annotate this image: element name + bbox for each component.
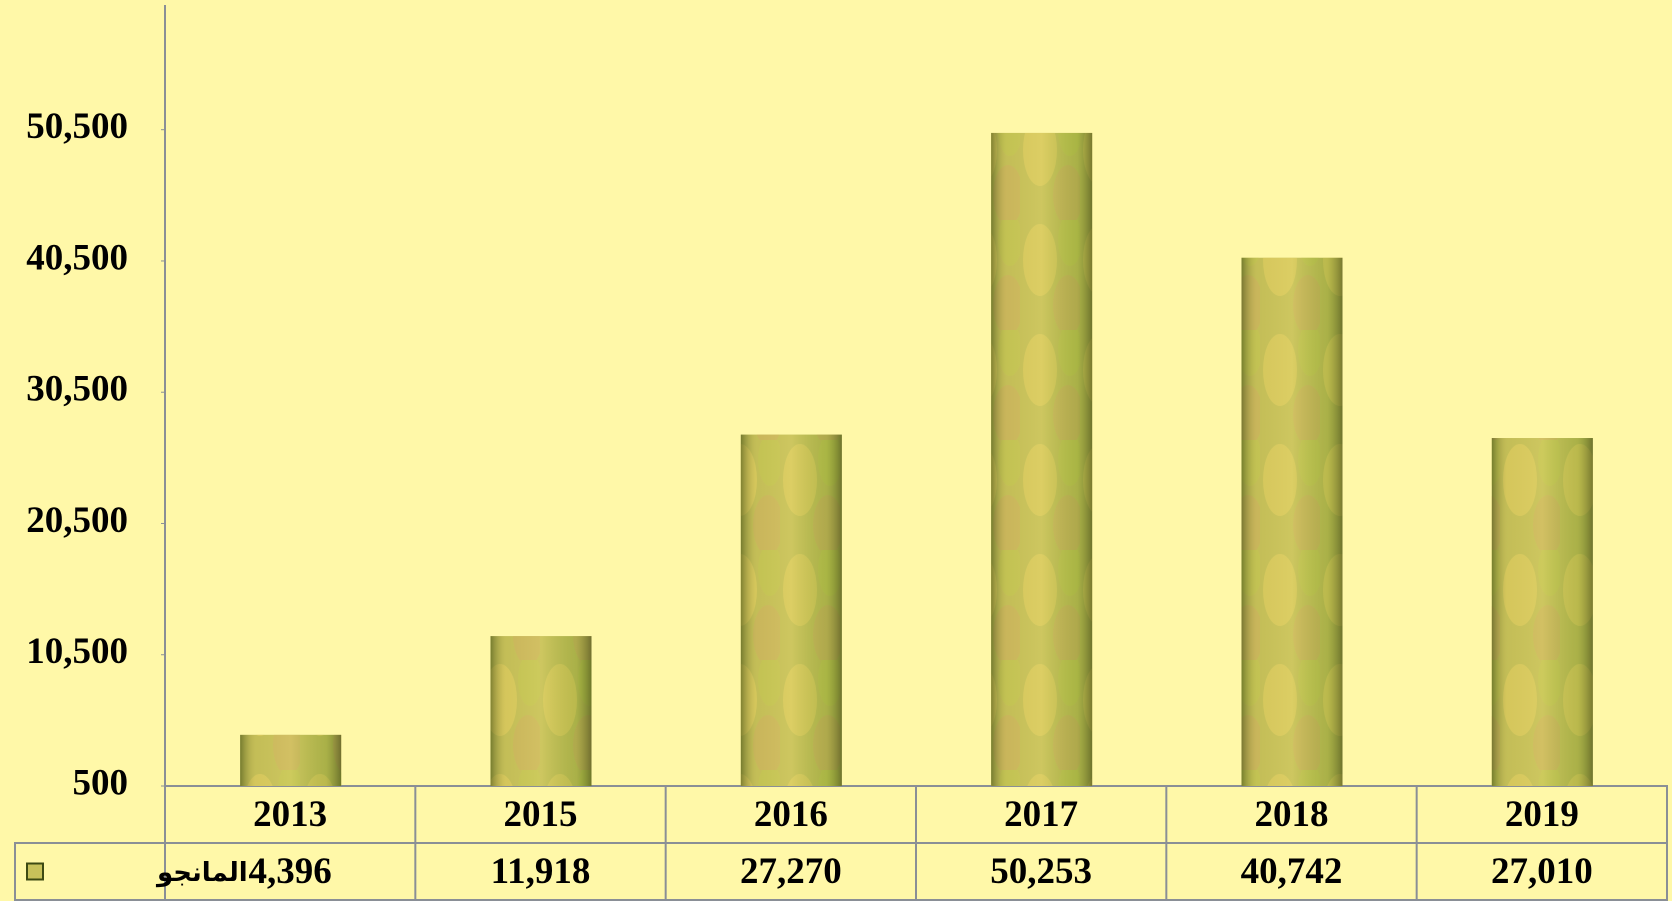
- bar-shade: [1241, 257, 1343, 786]
- y-tick-label: 20,500: [26, 500, 128, 541]
- x-tick-label: 2018: [1255, 794, 1329, 835]
- value-label: 50,253: [990, 851, 1092, 892]
- bar-shade: [1491, 438, 1593, 786]
- y-tick-label: 40,500: [26, 237, 128, 278]
- x-tick-label: 2016: [754, 794, 828, 835]
- legend-swatch: [26, 862, 44, 881]
- value-label: 4,396: [249, 851, 332, 892]
- table-row-values: [14, 842, 1668, 901]
- value-label: 11,918: [491, 851, 591, 892]
- bar-shade: [490, 636, 592, 786]
- x-tick-label: 2013: [253, 794, 327, 835]
- bar-shade: [240, 734, 342, 786]
- y-tick-label: 10,500: [26, 631, 128, 672]
- y-tick-label: 30,500: [26, 369, 128, 410]
- value-label: 40,742: [1241, 851, 1343, 892]
- y-tick-label: 500: [73, 762, 129, 803]
- y-tick-label: 50,500: [26, 106, 128, 147]
- x-tick-label: 2019: [1505, 794, 1579, 835]
- x-tick-label: 2015: [504, 794, 578, 835]
- x-tick-label: 2017: [1004, 794, 1078, 835]
- legend-label: المانجو: [155, 858, 248, 888]
- value-label: 27,010: [1491, 851, 1593, 892]
- bar-shade: [991, 132, 1093, 786]
- value-label: 27,270: [740, 851, 842, 892]
- bar-shade: [740, 434, 842, 786]
